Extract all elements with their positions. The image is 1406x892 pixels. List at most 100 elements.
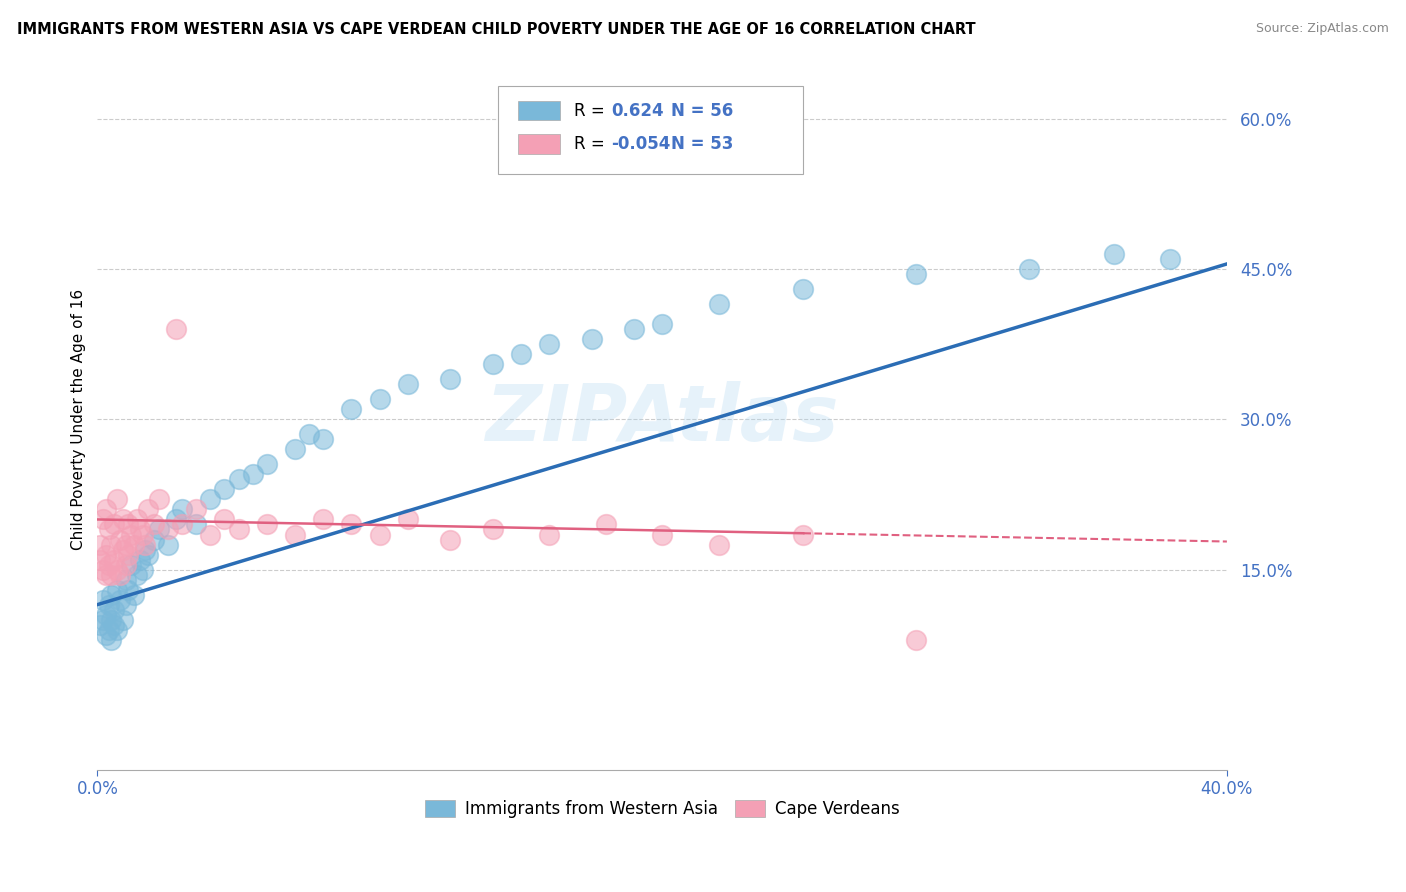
Point <box>131 563 153 577</box>
Point <box>89 537 111 551</box>
Point <box>94 607 117 622</box>
Point <box>284 527 307 541</box>
Text: R =: R = <box>574 102 610 120</box>
Point <box>114 598 136 612</box>
Point <box>165 512 187 526</box>
Point <box>1159 252 1181 266</box>
Point <box>97 523 120 537</box>
Point <box>111 512 134 526</box>
Point <box>792 527 814 541</box>
Point <box>125 512 148 526</box>
Point <box>91 563 114 577</box>
Point <box>651 527 673 541</box>
Point <box>91 512 114 526</box>
Text: 0.624: 0.624 <box>612 102 664 120</box>
Point <box>170 517 193 532</box>
Point <box>228 523 250 537</box>
Point <box>94 548 117 562</box>
Point <box>538 527 561 541</box>
Point <box>481 357 503 371</box>
Point <box>117 517 139 532</box>
Point <box>108 592 131 607</box>
Point <box>89 617 111 632</box>
Point <box>368 527 391 541</box>
Point <box>707 537 730 551</box>
Point <box>120 527 142 541</box>
Point <box>170 502 193 516</box>
Point <box>128 523 150 537</box>
Point <box>100 632 122 647</box>
Point <box>103 517 125 532</box>
Point <box>114 573 136 587</box>
Point <box>298 427 321 442</box>
Point <box>312 512 335 526</box>
Point <box>340 402 363 417</box>
Point <box>111 613 134 627</box>
Point <box>122 537 145 551</box>
Point <box>89 552 111 566</box>
Point <box>100 567 122 582</box>
Text: ZIPAtlas: ZIPAtlas <box>485 381 839 458</box>
Point <box>105 582 128 597</box>
Text: N = 53: N = 53 <box>671 136 734 153</box>
Point <box>100 613 122 627</box>
Point <box>97 623 120 637</box>
Text: -0.054: -0.054 <box>612 136 671 153</box>
Point <box>97 558 120 572</box>
Point <box>792 282 814 296</box>
Text: Source: ZipAtlas.com: Source: ZipAtlas.com <box>1256 22 1389 36</box>
Point <box>256 517 278 532</box>
Point <box>200 527 222 541</box>
Point <box>186 517 208 532</box>
Point <box>103 552 125 566</box>
Point <box>186 502 208 516</box>
Point <box>396 377 419 392</box>
Point <box>100 537 122 551</box>
Point <box>284 442 307 457</box>
Point <box>200 492 222 507</box>
Point <box>114 537 136 551</box>
Point <box>120 558 142 572</box>
Point <box>100 588 122 602</box>
Point <box>131 527 153 541</box>
Point <box>97 598 120 612</box>
Point <box>94 502 117 516</box>
Point <box>91 592 114 607</box>
Point <box>105 623 128 637</box>
Point <box>214 483 236 497</box>
Point <box>142 517 165 532</box>
Point <box>368 392 391 407</box>
Point <box>242 467 264 482</box>
Point <box>105 492 128 507</box>
Point <box>707 297 730 311</box>
Point <box>134 542 156 557</box>
Y-axis label: Child Poverty Under the Age of 16: Child Poverty Under the Age of 16 <box>72 289 86 549</box>
Point <box>111 542 134 557</box>
Point <box>439 533 461 547</box>
Point <box>103 602 125 616</box>
Point <box>134 537 156 551</box>
Point <box>228 472 250 486</box>
Point <box>148 492 170 507</box>
Point <box>122 588 145 602</box>
Point <box>905 267 928 281</box>
Point <box>117 548 139 562</box>
FancyBboxPatch shape <box>498 86 803 174</box>
Point <box>91 613 114 627</box>
Point <box>595 517 617 532</box>
Point <box>651 317 673 331</box>
Point <box>156 523 179 537</box>
Legend: Immigrants from Western Asia, Cape Verdeans: Immigrants from Western Asia, Cape Verde… <box>418 793 905 825</box>
Point <box>439 372 461 386</box>
Point <box>165 322 187 336</box>
Point <box>117 582 139 597</box>
Point <box>481 523 503 537</box>
Point <box>114 558 136 572</box>
Bar <box>517 101 561 120</box>
Point <box>94 628 117 642</box>
Point <box>214 512 236 526</box>
Point <box>128 552 150 566</box>
Point <box>136 502 159 516</box>
Point <box>312 432 335 446</box>
Point <box>396 512 419 526</box>
